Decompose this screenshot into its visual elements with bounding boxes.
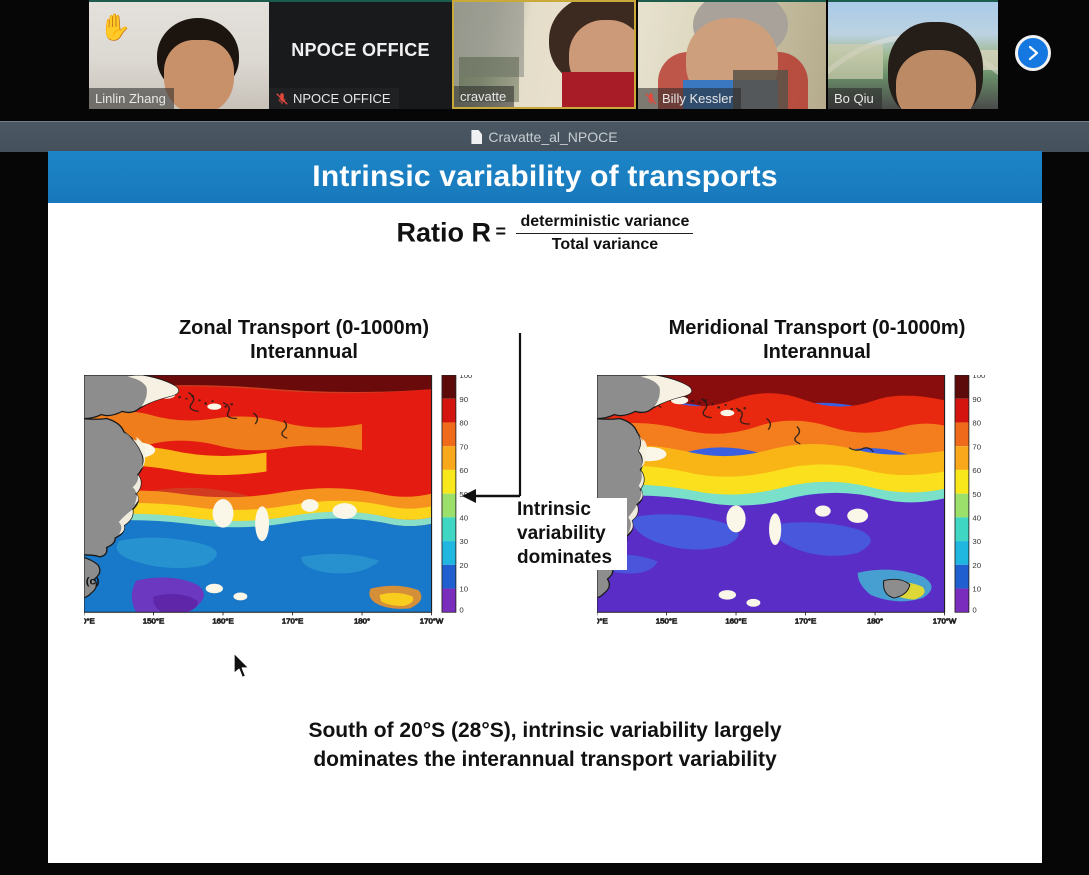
- svg-text:10: 10: [459, 585, 468, 594]
- svg-text:30: 30: [972, 538, 981, 547]
- svg-text:50: 50: [972, 490, 981, 499]
- svg-text:170°E: 170°E: [795, 617, 816, 626]
- svg-text:0: 0: [972, 606, 976, 615]
- svg-text:140°E: 140°E: [84, 617, 95, 626]
- svg-text:150°E: 150°E: [656, 617, 677, 626]
- svg-text:60: 60: [972, 466, 981, 475]
- svg-text:(c): (c): [86, 576, 100, 587]
- svg-text:0: 0: [459, 606, 463, 615]
- svg-text:90: 90: [972, 395, 981, 404]
- svg-text:80: 80: [972, 419, 981, 428]
- svg-text:10: 10: [972, 585, 981, 594]
- svg-text:170°E: 170°E: [282, 617, 303, 626]
- svg-text:40: 40: [972, 514, 981, 523]
- svg-text:170°W: 170°W: [420, 617, 445, 626]
- svg-text:170°W: 170°W: [933, 617, 958, 626]
- svg-text:180°: 180°: [867, 617, 883, 626]
- svg-text:180°: 180°: [354, 617, 370, 626]
- svg-text:30: 30: [459, 538, 468, 547]
- svg-text:20: 20: [459, 561, 468, 570]
- svg-text:150°E: 150°E: [143, 617, 164, 626]
- svg-text:100: 100: [972, 375, 985, 380]
- svg-text:160°E: 160°E: [725, 617, 746, 626]
- svg-text:70: 70: [972, 443, 981, 452]
- svg-text:20: 20: [972, 561, 981, 570]
- svg-text:160°E: 160°E: [212, 617, 233, 626]
- svg-text:40: 40: [459, 514, 468, 523]
- svg-text:140°E: 140°E: [597, 617, 608, 626]
